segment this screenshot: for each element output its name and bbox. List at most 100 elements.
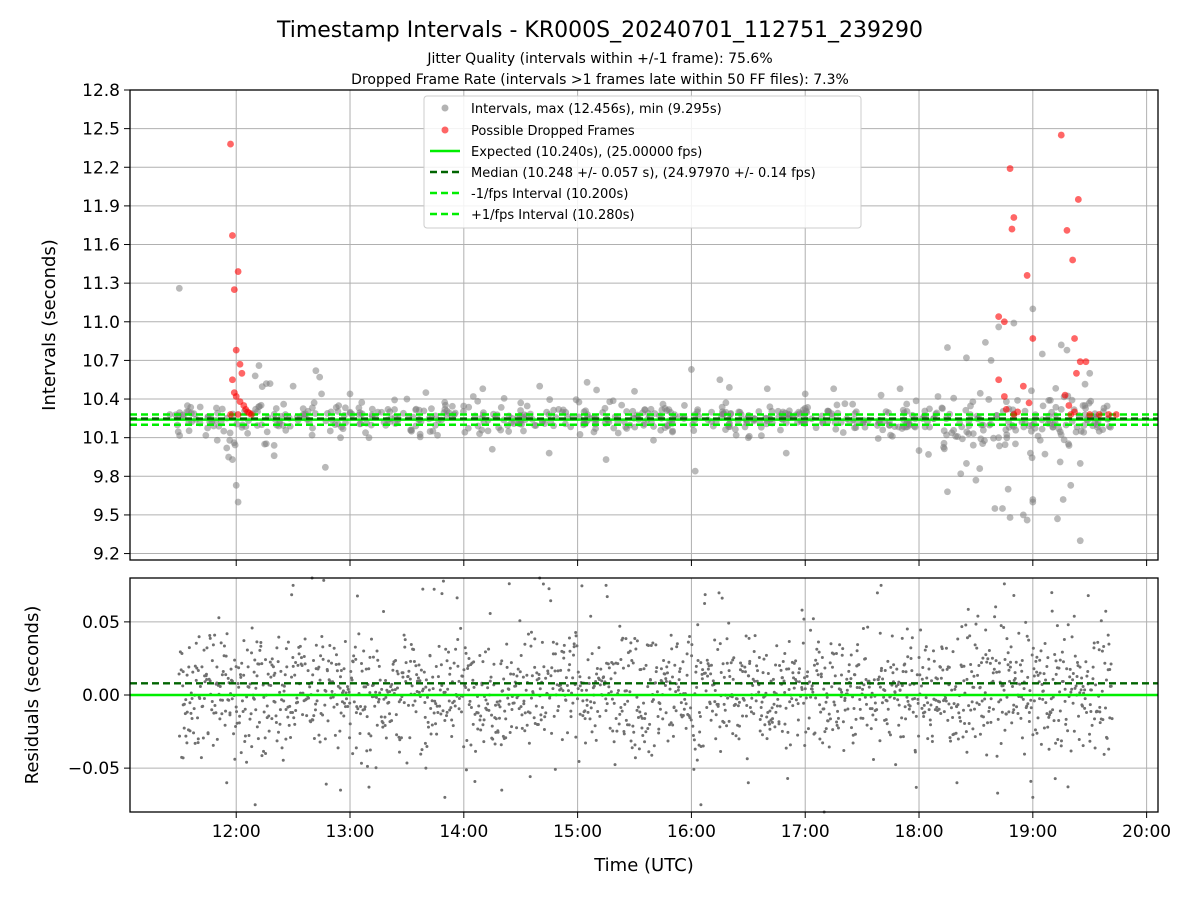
residual-point bbox=[208, 636, 212, 640]
residual-point bbox=[683, 697, 687, 701]
residual-point bbox=[335, 702, 339, 706]
residual-point bbox=[381, 721, 385, 725]
interval-point bbox=[226, 429, 234, 437]
residual-point bbox=[540, 706, 544, 710]
interval-point bbox=[312, 367, 320, 375]
residual-point bbox=[739, 661, 743, 665]
residual-point bbox=[803, 744, 807, 748]
residual-point bbox=[428, 653, 432, 657]
residual-point bbox=[803, 687, 807, 691]
residual-point bbox=[242, 673, 246, 677]
residual-point bbox=[198, 697, 202, 701]
residual-point bbox=[883, 689, 887, 693]
residual-point bbox=[376, 658, 380, 662]
residual-point bbox=[220, 712, 224, 716]
residual-point bbox=[688, 716, 692, 720]
residual-point bbox=[270, 657, 274, 661]
residual-point bbox=[597, 646, 601, 650]
residual-point bbox=[275, 739, 279, 743]
residual-point bbox=[861, 716, 865, 720]
residual-point bbox=[1013, 671, 1017, 675]
interval-point bbox=[358, 399, 366, 406]
residual-point bbox=[800, 608, 804, 612]
residual-point bbox=[327, 659, 331, 663]
residual-point bbox=[753, 634, 757, 638]
legend-marker-dropped bbox=[441, 126, 449, 134]
residual-point bbox=[309, 720, 313, 724]
interval-point bbox=[1054, 515, 1061, 523]
residual-point bbox=[671, 734, 675, 738]
residual-point bbox=[699, 803, 703, 807]
residual-point bbox=[830, 685, 834, 689]
residual-point bbox=[346, 704, 350, 708]
residual-point bbox=[210, 659, 214, 663]
residual-point bbox=[347, 690, 351, 694]
interval-point bbox=[1027, 427, 1035, 435]
residual-point bbox=[833, 703, 837, 707]
residual-point bbox=[861, 627, 865, 631]
residual-point bbox=[552, 714, 556, 718]
residual-point bbox=[331, 695, 335, 699]
residual-point bbox=[443, 795, 447, 799]
residual-point bbox=[819, 710, 823, 714]
residual-point bbox=[303, 662, 307, 666]
residual-point bbox=[707, 664, 711, 668]
residual-point bbox=[425, 745, 429, 749]
residual-point bbox=[698, 730, 702, 734]
residual-point bbox=[532, 716, 536, 720]
residual-point bbox=[1100, 649, 1104, 653]
interval-point bbox=[777, 426, 784, 434]
residual-point bbox=[990, 656, 994, 660]
residual-point bbox=[665, 665, 669, 669]
interval-point bbox=[629, 407, 637, 415]
residual-point bbox=[1026, 702, 1030, 706]
residual-point bbox=[960, 625, 964, 629]
residual-point bbox=[278, 690, 282, 694]
residual-point bbox=[658, 707, 662, 711]
interval-point bbox=[995, 434, 1003, 442]
interval-point bbox=[488, 445, 496, 453]
interval-point bbox=[969, 398, 977, 406]
residual-point bbox=[743, 665, 747, 669]
residual-point bbox=[951, 715, 955, 719]
residual-point bbox=[701, 744, 705, 748]
residual-point bbox=[274, 714, 278, 718]
residual-point bbox=[282, 699, 286, 703]
residual-point bbox=[786, 777, 790, 781]
residual-point bbox=[605, 595, 609, 599]
residual-point bbox=[230, 697, 234, 701]
residual-point bbox=[507, 702, 511, 706]
residual-point bbox=[965, 636, 969, 640]
residual-point bbox=[467, 656, 471, 660]
top-y-tick-label: 10.4 bbox=[82, 390, 120, 410]
residual-point bbox=[921, 665, 925, 669]
residual-point bbox=[199, 756, 203, 760]
interval-point bbox=[479, 385, 487, 393]
residual-point bbox=[841, 720, 845, 724]
residual-point bbox=[290, 593, 294, 597]
residual-point bbox=[256, 737, 260, 741]
residual-point bbox=[486, 686, 490, 690]
residual-point bbox=[797, 671, 801, 675]
residual-point bbox=[473, 780, 477, 784]
residual-point bbox=[897, 703, 901, 707]
residual-point bbox=[729, 661, 733, 665]
residual-point bbox=[922, 703, 926, 707]
residual-point bbox=[1003, 728, 1007, 732]
residual-point bbox=[490, 713, 494, 717]
residual-point bbox=[352, 654, 356, 658]
residual-point bbox=[1025, 634, 1029, 638]
interval-point bbox=[903, 400, 911, 408]
residual-point bbox=[604, 697, 608, 701]
residual-point bbox=[628, 690, 632, 694]
interval-point bbox=[690, 427, 698, 434]
residual-point bbox=[297, 652, 301, 656]
residual-point bbox=[649, 644, 653, 648]
residual-point bbox=[506, 696, 510, 700]
residual-point bbox=[381, 725, 385, 729]
residual-point bbox=[874, 718, 878, 722]
residual-point bbox=[725, 661, 729, 665]
residual-point bbox=[886, 659, 890, 663]
residual-point bbox=[737, 724, 741, 728]
residual-point bbox=[751, 684, 755, 688]
